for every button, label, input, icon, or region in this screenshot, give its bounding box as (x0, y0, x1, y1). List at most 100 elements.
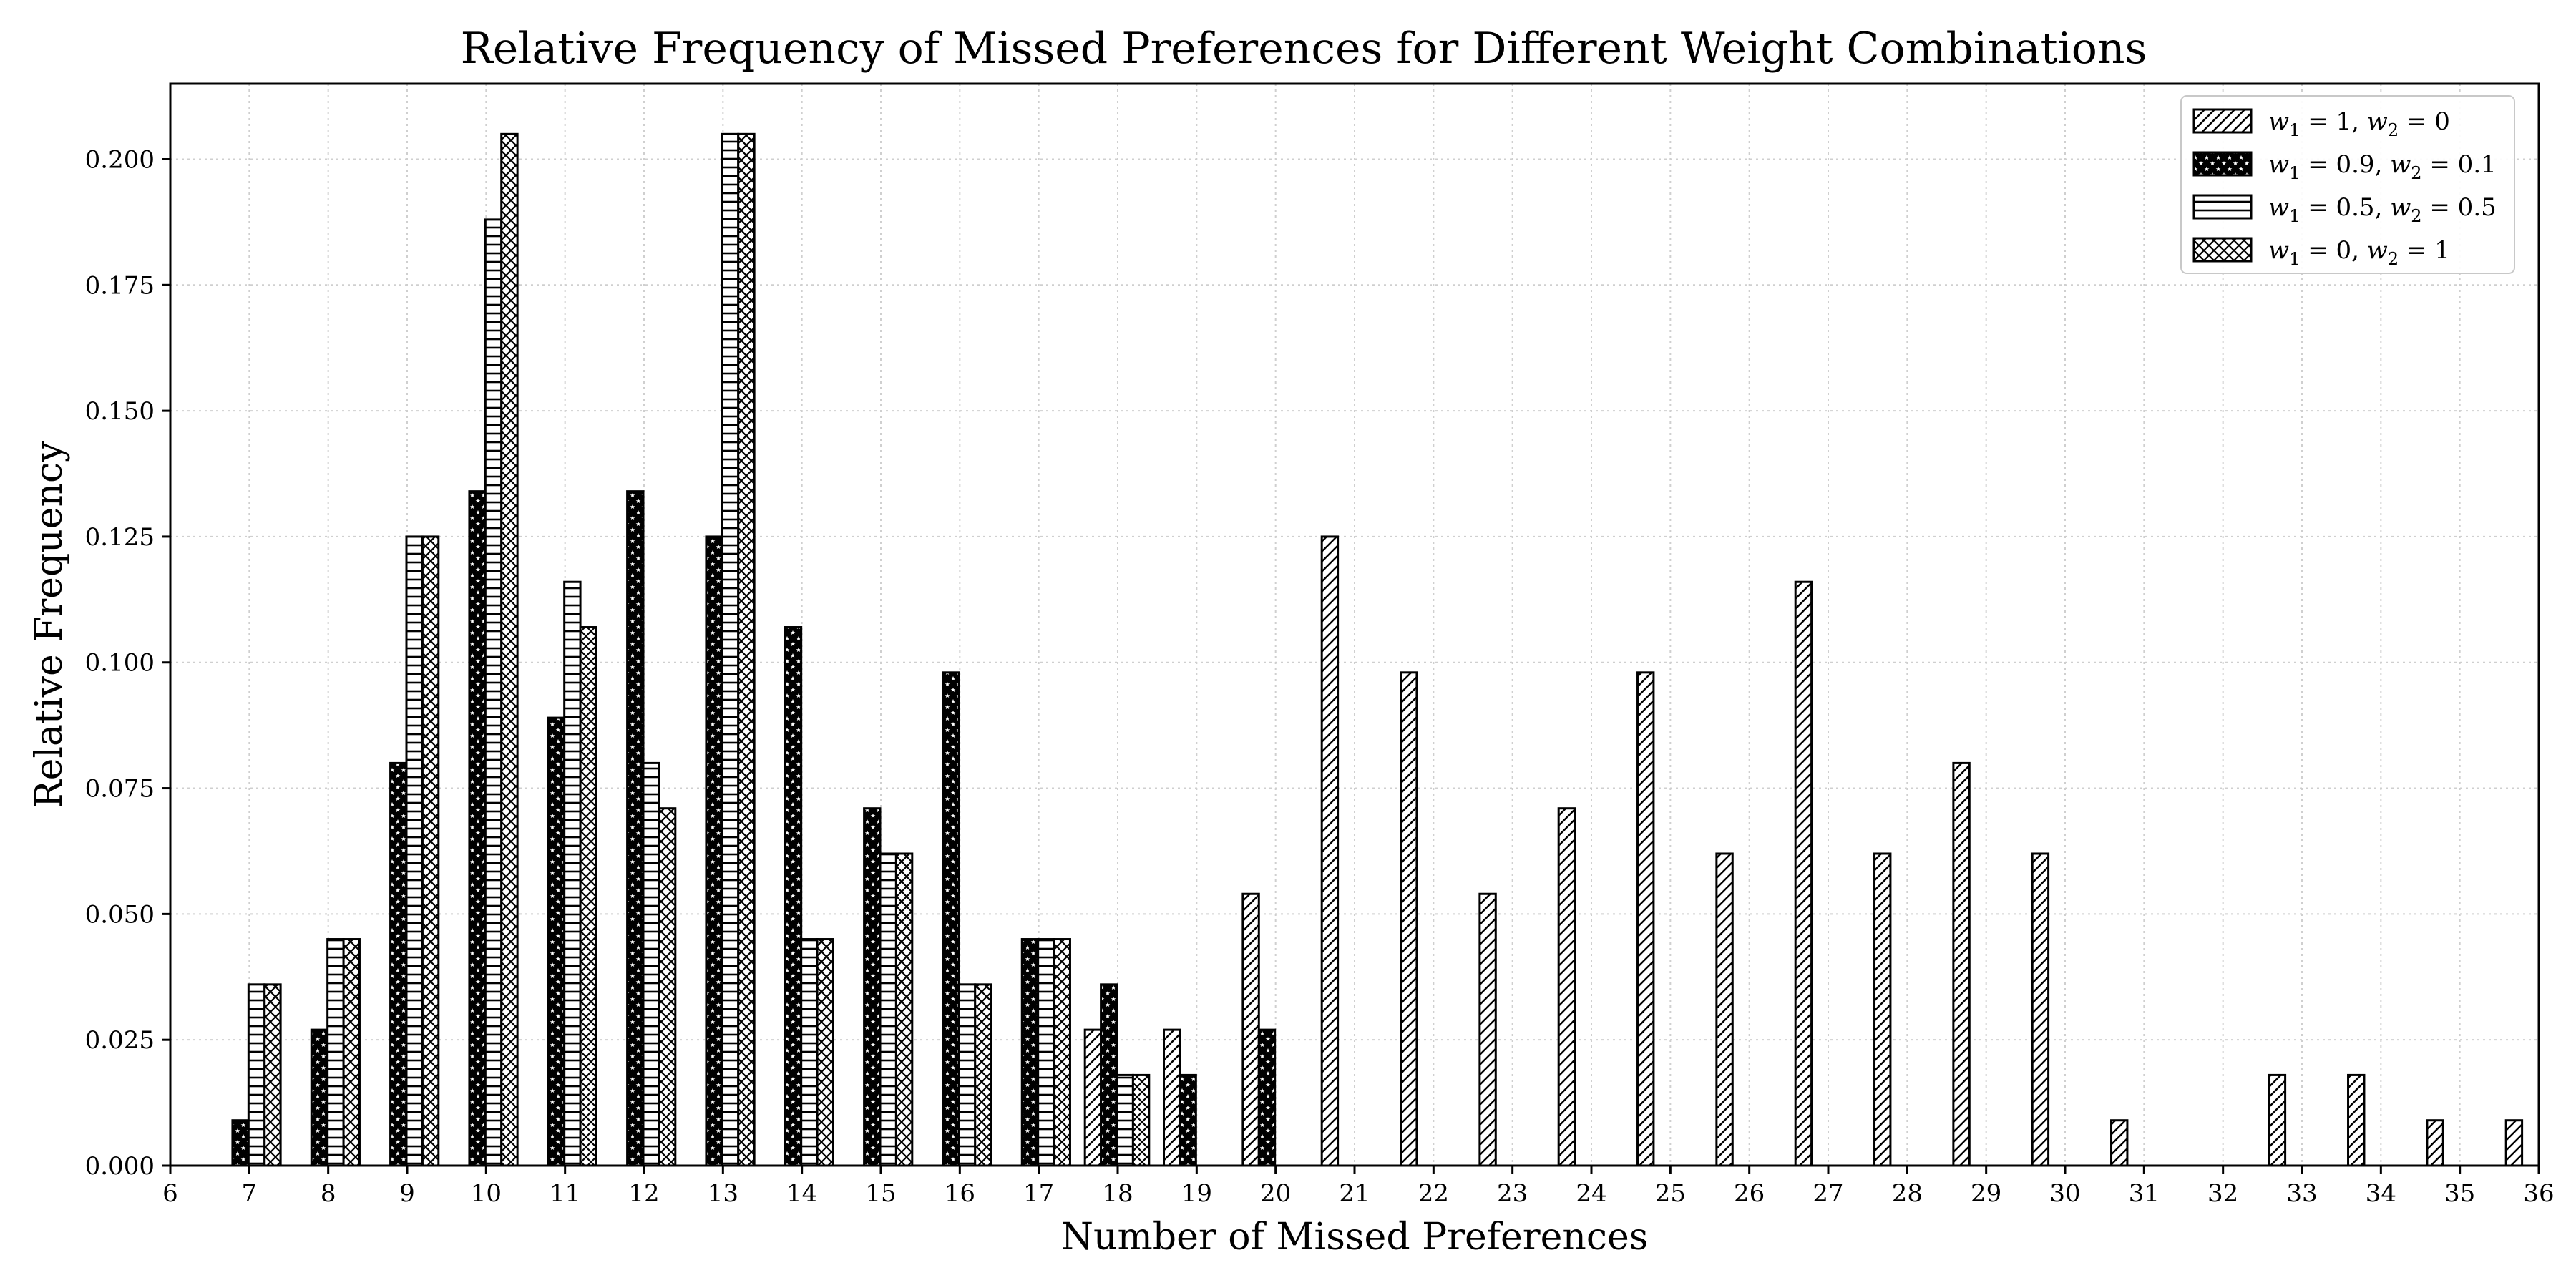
legend-items: w1 = 1, w2 = 0 w1 = 0.9, w2 = 0.1 w1 = 0.5… (2192, 107, 2497, 269)
x-tick-label: 20 (1260, 1179, 1291, 1208)
x-tick-label: 12 (628, 1179, 659, 1208)
bar-series-3-x8 (326, 938, 345, 1167)
x-tick-label: 24 (1576, 1179, 1606, 1208)
y-tick-label: 0.050 (85, 900, 155, 929)
bar-series-1-x23 (1478, 892, 1497, 1167)
bar-series-2-x17 (1020, 938, 1040, 1167)
x-tick-label: 14 (786, 1179, 817, 1208)
bar-series-3-x11 (563, 580, 582, 1167)
legend-box (2180, 95, 2515, 274)
bar-series-2-x12 (626, 490, 645, 1167)
bar-series-4-x9 (421, 535, 440, 1167)
y-tick-label: 0.075 (85, 775, 155, 804)
bar-series-2-x14 (784, 626, 803, 1167)
y-tick-label: 0.200 (85, 145, 155, 174)
bar-series-1-x21 (1320, 535, 1340, 1167)
legend-label-4: w1 = 0, w2 = 1 (2268, 236, 2450, 269)
bar-series-3-x13 (721, 132, 740, 1167)
x-tick-label: 13 (708, 1179, 738, 1208)
y-tick-label: 0.150 (85, 397, 155, 426)
y-tick-label: 0.000 (85, 1152, 155, 1181)
bar-series-2-x11 (547, 716, 566, 1167)
x-tick-label: 31 (2129, 1179, 2160, 1208)
x-tick-label: 36 (2523, 1179, 2554, 1208)
bar-series-4-x17 (1053, 938, 1071, 1167)
x-tick-label: 22 (1418, 1179, 1449, 1208)
bar-series-1-x27 (1794, 580, 1813, 1167)
bar-series-4-x16 (974, 983, 992, 1167)
bar-series-3-x14 (800, 938, 819, 1167)
legend-label-2: w1 = 0.9, w2 = 0.1 (2268, 150, 2497, 183)
bar-series-1-x20 (1241, 892, 1260, 1167)
x-tick-label: 6 (162, 1179, 178, 1208)
x-tick-label: 34 (2366, 1179, 2396, 1208)
bar-series-4-x10 (500, 132, 519, 1167)
y-tick-label: 0.100 (85, 649, 155, 678)
bar-series-1-x19 (1163, 1028, 1181, 1167)
x-tick-label: 26 (1734, 1179, 1765, 1208)
bar-series-4-x13 (737, 132, 756, 1167)
bar-series-1-x36 (2504, 1119, 2524, 1167)
x-tick-label: 29 (1971, 1179, 2001, 1208)
legend-swatch-1 (2192, 108, 2253, 134)
bar-series-2-x13 (705, 535, 723, 1167)
x-tick-label: 19 (1181, 1179, 1212, 1208)
y-tick-label: 0.025 (85, 1026, 155, 1055)
x-tick-label: 18 (1102, 1179, 1133, 1208)
x-axis-label: Number of Missed Preferences (1060, 1216, 1648, 1259)
bar-series-4-x7 (263, 983, 282, 1167)
chart-title: Relative Frequency of Missed Preferences… (461, 24, 2147, 74)
bar-series-2-x18 (1100, 983, 1118, 1167)
bar-series-1-x24 (1557, 807, 1576, 1167)
bar-series-4-x14 (816, 938, 834, 1167)
bar-series-1-x34 (2347, 1073, 2366, 1167)
y-tick-label: 0.125 (85, 523, 155, 552)
bars-group (231, 132, 2524, 1167)
x-tick-label: 15 (865, 1179, 896, 1208)
x-tick-label: 30 (2049, 1179, 2080, 1208)
bar-series-4-x11 (579, 626, 597, 1167)
x-tick-label: 32 (2207, 1179, 2238, 1208)
bar-series-2-x10 (468, 490, 487, 1167)
legend: w1 = 1, w2 = 0 w1 = 0.9, w2 = 0.1 w1 = 0.5… (2180, 95, 2515, 274)
x-tick-label: 16 (945, 1179, 975, 1208)
bar-series-3-x7 (247, 983, 266, 1167)
bar-series-3-x16 (957, 983, 977, 1167)
bar-series-3-x17 (1037, 938, 1055, 1167)
bar-series-2-x20 (1257, 1028, 1277, 1167)
bar-series-1-x29 (1952, 761, 1971, 1167)
legend-swatch-4 (2192, 237, 2253, 263)
bar-series-3-x15 (879, 852, 897, 1167)
x-tick-label: 9 (399, 1179, 415, 1208)
bar-series-3-x12 (642, 761, 660, 1167)
bar-series-2-x15 (863, 807, 882, 1167)
x-tick-label: 27 (1813, 1179, 1843, 1208)
bar-series-3-x10 (484, 218, 503, 1167)
bar-series-3-x9 (405, 535, 424, 1167)
x-tick-label: 7 (242, 1179, 258, 1208)
legend-label-3: w1 = 0.5, w2 = 0.5 (2268, 193, 2497, 226)
bar-series-4-x18 (1131, 1073, 1151, 1167)
x-tick-label: 33 (2286, 1179, 2317, 1208)
x-tick-label: 8 (321, 1179, 336, 1208)
bar-series-1-x28 (1873, 852, 1892, 1167)
bar-series-4-x15 (894, 852, 914, 1167)
bar-series-2-x8 (310, 1028, 329, 1167)
y-axis-label: Relative Frequency (28, 441, 71, 809)
bar-series-1-x30 (2031, 852, 2050, 1167)
x-tick-label: 23 (1497, 1179, 1528, 1208)
axis-ticks: 6 7 8 9 10 11 12 13 14 15 16 17 18 19 20 21 22 23 24 25 26 27… (85, 145, 2555, 1208)
legend-swatch-2 (2192, 151, 2253, 177)
bar-series-1-x25 (1636, 671, 1655, 1167)
x-tick-label: 11 (550, 1179, 580, 1208)
x-tick-label: 21 (1339, 1179, 1370, 1208)
bar-series-1-x26 (1715, 852, 1734, 1167)
bar-series-2-x9 (389, 761, 408, 1167)
x-tick-label: 28 (1892, 1179, 1923, 1208)
bar-series-1-x33 (2268, 1073, 2287, 1167)
x-tick-label: 25 (1655, 1179, 1686, 1208)
bar-series-4-x8 (342, 938, 361, 1167)
x-tick-label: 17 (1023, 1179, 1054, 1208)
